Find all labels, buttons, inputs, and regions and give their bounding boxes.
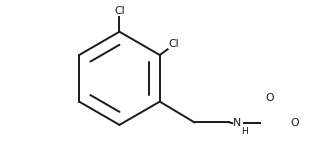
- Text: O: O: [266, 93, 275, 103]
- Text: O: O: [290, 118, 299, 128]
- Text: H: H: [241, 127, 248, 136]
- Text: Cl: Cl: [168, 39, 179, 49]
- Text: N: N: [233, 118, 241, 128]
- Text: Cl: Cl: [114, 6, 125, 16]
